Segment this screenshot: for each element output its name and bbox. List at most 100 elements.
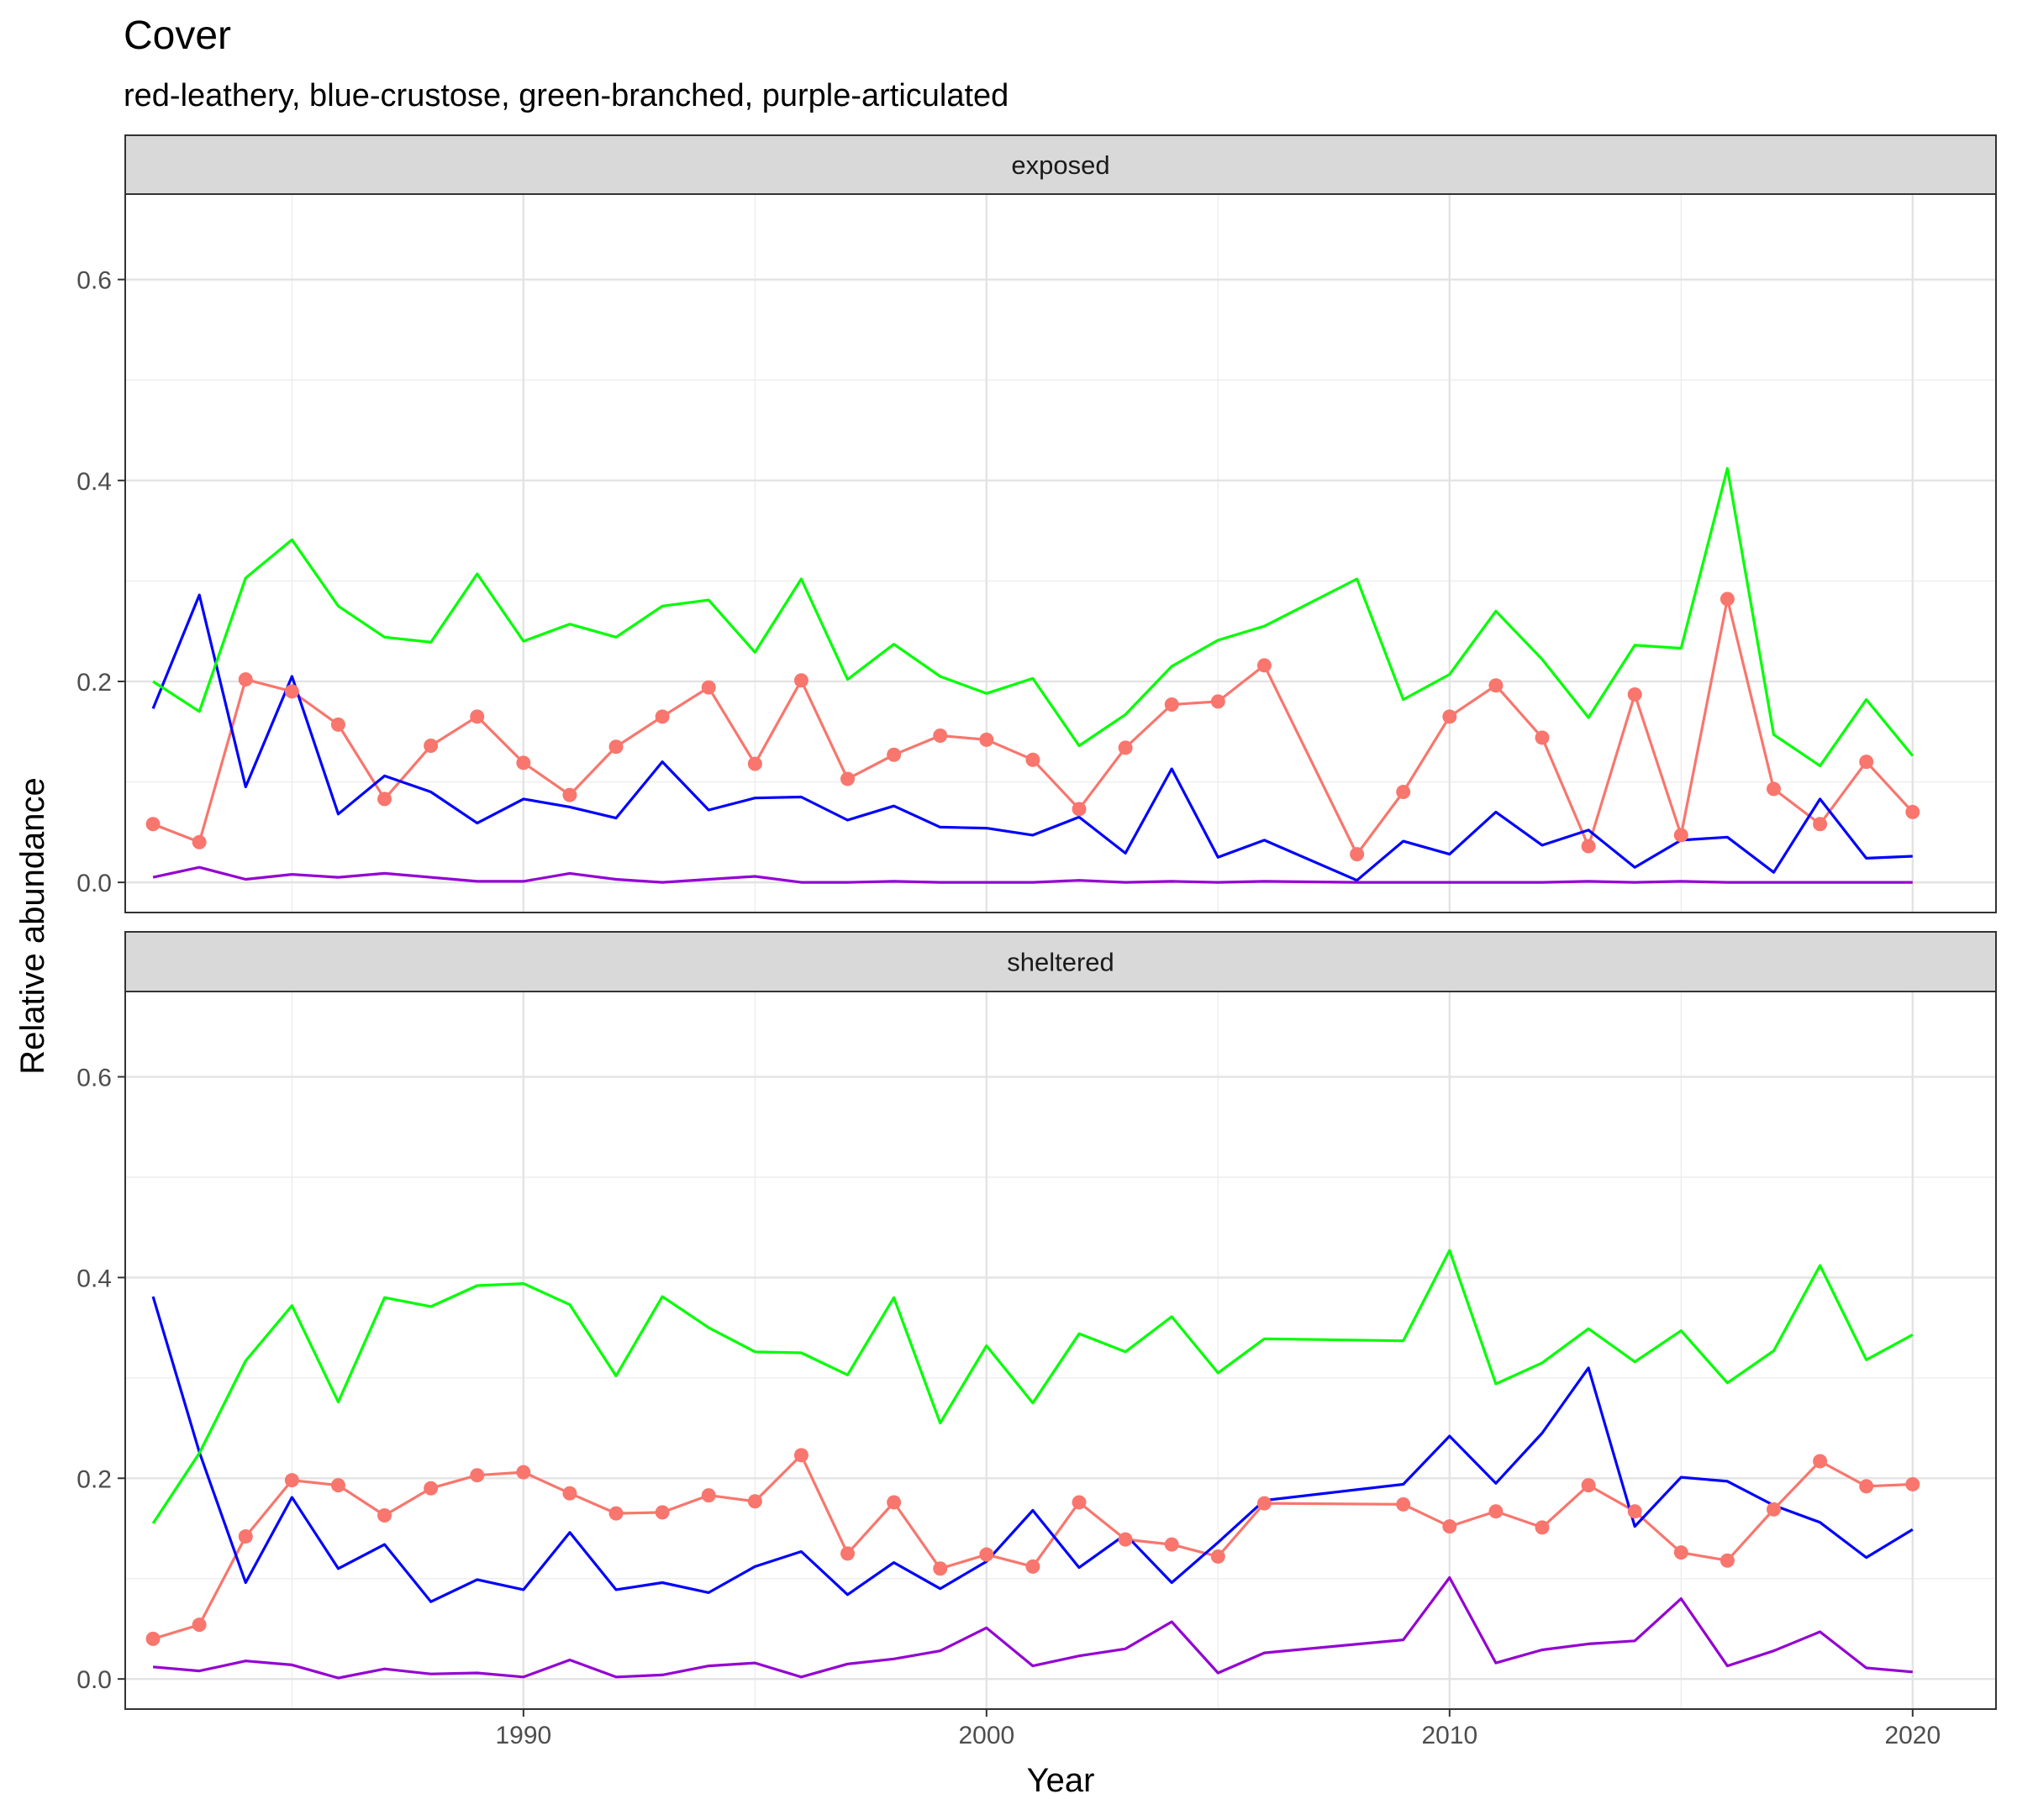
data-point-red	[377, 1507, 392, 1523]
data-point-red	[516, 1465, 531, 1480]
y-tick-label: 0.2	[76, 669, 112, 697]
data-point-red	[1396, 785, 1411, 800]
x-axis-title: Year	[1027, 1762, 1095, 1799]
data-point-red	[424, 1481, 439, 1496]
y-tick-label: 0.6	[76, 1065, 112, 1092]
data-point-red	[1488, 1504, 1504, 1519]
data-point-red	[655, 1505, 670, 1520]
data-point-red	[1719, 592, 1735, 607]
panel-border	[124, 193, 1997, 913]
data-point-red	[1581, 839, 1596, 854]
data-point-red	[1164, 1537, 1179, 1552]
data-point-red	[1905, 1476, 1920, 1491]
y-tick-label: 0.0	[76, 1666, 112, 1694]
data-point-red	[1767, 781, 1782, 797]
chart-subtitle: red-leathery, blue-crustose, green-branc…	[124, 78, 1008, 113]
data-point-red	[1905, 804, 1920, 819]
data-point-red	[562, 787, 577, 802]
data-point-red	[1025, 1559, 1040, 1574]
panel-exposed: exposed 0.0 0.2 0.4 0.6	[76, 134, 1997, 913]
data-point-red	[701, 680, 716, 695]
data-point-red	[933, 1561, 948, 1576]
data-point-red	[1581, 1478, 1596, 1493]
facet-panels: exposed 0.0 0.2 0.4 0.6 sheltered 0.0 0.2 0.4 0.6…	[76, 134, 1997, 1749]
series-line-green	[152, 466, 1914, 767]
data-point-red	[1535, 730, 1550, 745]
facet-label-sheltered: sheltered	[1007, 948, 1114, 977]
data-point-red	[608, 739, 624, 755]
data-point-red	[1767, 1502, 1782, 1517]
data-point-red	[562, 1486, 577, 1501]
data-point-red	[1350, 847, 1365, 862]
data-point-red	[840, 1546, 856, 1561]
chart-title: Cover	[124, 13, 231, 58]
panel-background	[125, 992, 1996, 1709]
data-point-red	[1396, 1497, 1411, 1512]
data-point-red	[887, 747, 902, 762]
data-point-red	[1627, 687, 1642, 702]
data-point-red	[933, 729, 948, 744]
data-point-red	[1535, 1520, 1550, 1535]
data-point-red	[701, 1488, 716, 1503]
data-point-red	[424, 738, 439, 753]
y-tick-label: 0.4	[76, 468, 112, 496]
data-point-red	[1210, 1549, 1225, 1564]
data-point-red	[747, 1494, 762, 1509]
series-line-purple	[152, 865, 1913, 884]
data-point-red	[793, 1448, 808, 1463]
data-point-red	[1627, 1504, 1642, 1519]
data-point-red	[330, 1478, 345, 1493]
data-point-red	[1442, 709, 1457, 724]
data-point-red	[979, 732, 994, 747]
data-point-red	[1859, 1479, 1874, 1494]
data-point-red	[608, 1506, 624, 1521]
panel-border	[124, 991, 1997, 1710]
data-point-red	[145, 817, 161, 832]
data-point-red	[1719, 1553, 1735, 1568]
x-tick-label: 2000	[958, 1722, 1014, 1749]
data-point-red	[516, 755, 531, 771]
data-point-red	[1118, 740, 1133, 755]
data-point-red	[1164, 697, 1179, 712]
data-point-red	[377, 792, 392, 807]
facet-label-exposed: exposed	[1011, 150, 1109, 180]
panel-background	[125, 194, 1996, 913]
data-point-red	[284, 684, 299, 699]
data-point-red	[1118, 1532, 1133, 1547]
data-point-red	[655, 709, 670, 724]
data-point-red	[284, 1473, 299, 1488]
data-point-red	[1813, 817, 1828, 832]
data-point-red	[1072, 802, 1087, 817]
panel-sheltered: sheltered 0.0 0.2 0.4 0.6 1990 2000 2010 2020	[76, 931, 1997, 1749]
data-point-red	[1813, 1454, 1828, 1469]
x-tick-label: 2020	[1884, 1722, 1941, 1749]
series-line-green	[151, 1249, 1914, 1524]
data-point-red	[1673, 828, 1688, 843]
data-point-red	[1859, 755, 1874, 770]
y-tick-label: 0.6	[76, 267, 112, 295]
data-point-red	[192, 1617, 207, 1633]
data-point-red	[192, 834, 207, 850]
data-point-red	[330, 717, 345, 732]
data-point-red	[1488, 678, 1504, 693]
x-tick-label: 2010	[1421, 1722, 1477, 1749]
y-axis-title: Relative abundance	[14, 777, 51, 1075]
data-point-red	[1673, 1545, 1688, 1560]
y-tick-label: 0.4	[76, 1265, 112, 1292]
data-point-red	[1442, 1519, 1457, 1534]
data-point-red	[470, 709, 485, 724]
data-point-red	[1025, 752, 1040, 767]
data-point-red	[1256, 1496, 1272, 1511]
series-line-red	[152, 597, 1914, 856]
series-line-purple	[152, 1575, 1913, 1680]
facet-strip-sheltered	[124, 931, 1997, 992]
data-point-red	[979, 1547, 994, 1562]
series-line-blue	[151, 593, 1913, 882]
data-point-red	[1072, 1495, 1087, 1510]
data-point-red	[238, 1529, 253, 1544]
data-point-red	[747, 756, 762, 771]
y-tick-label: 0.0	[76, 870, 112, 897]
y-tick-label: 0.2	[76, 1465, 112, 1493]
data-point-red	[887, 1495, 902, 1510]
